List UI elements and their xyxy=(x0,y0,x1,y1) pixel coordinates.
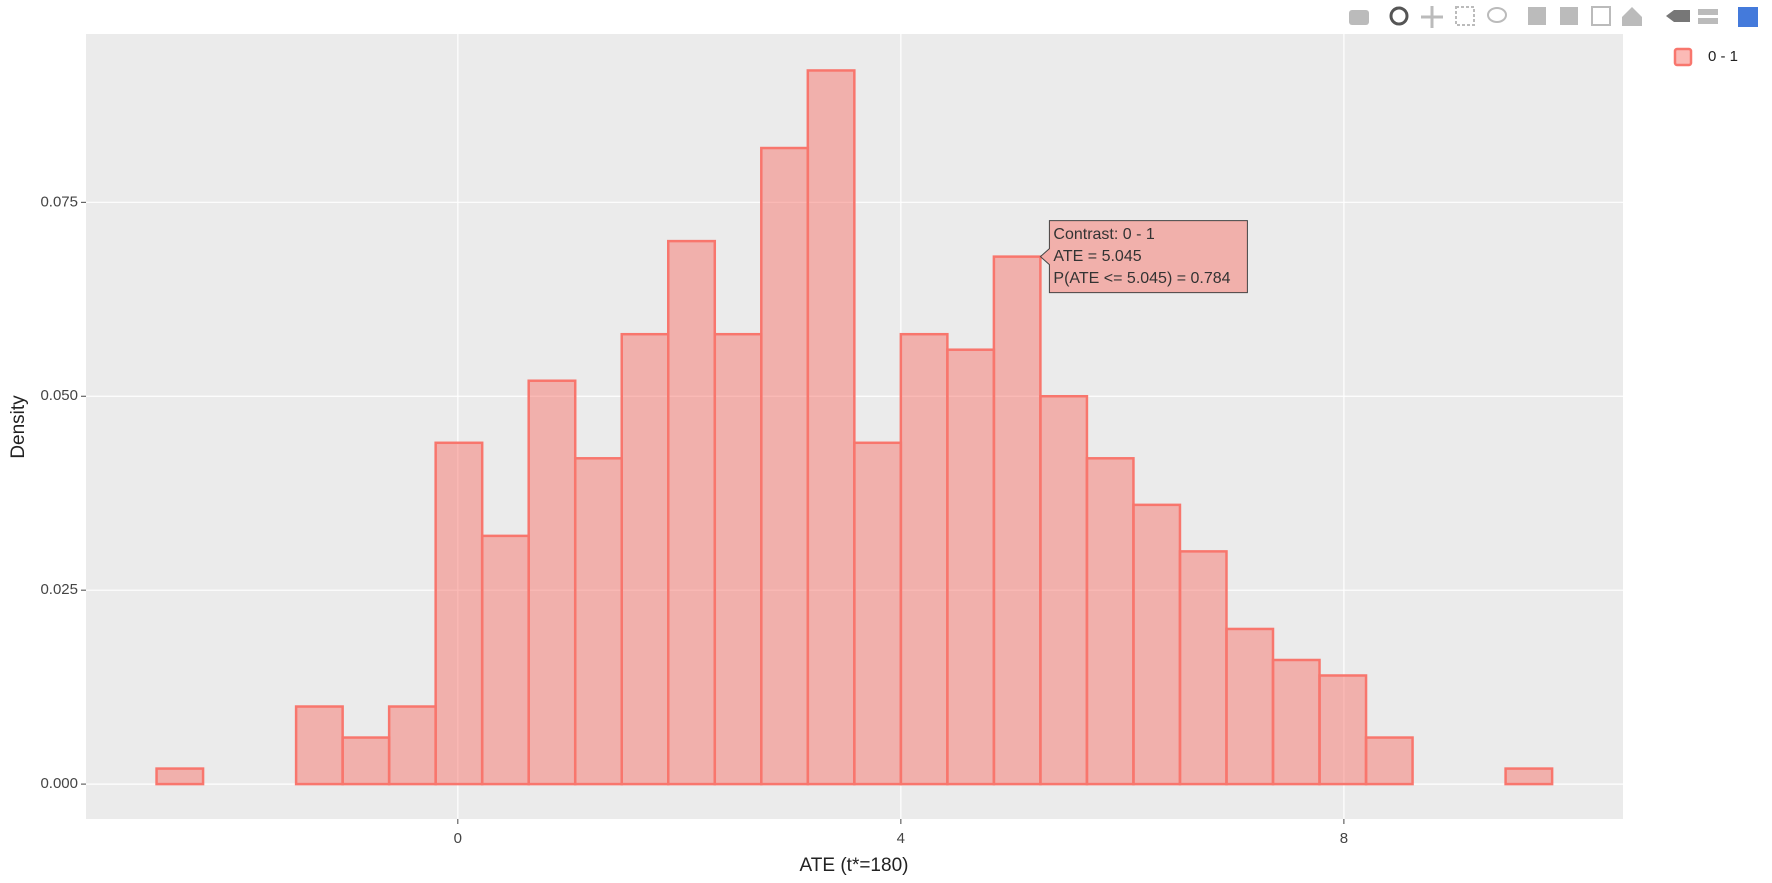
autoscale-button[interactable] xyxy=(1591,6,1611,26)
reset-button[interactable] xyxy=(1622,7,1642,26)
legend-label: 0 - 1 xyxy=(1708,48,1738,65)
x-tick-label: 0 xyxy=(454,830,462,847)
bar xyxy=(713,332,763,786)
x-axis-title: ATE (t*=180) xyxy=(800,855,909,876)
zoom-in-button[interactable] xyxy=(1528,7,1546,25)
camera-button[interactable] xyxy=(1349,10,1369,25)
tooltip-bg xyxy=(1050,221,1247,292)
legend-swatch xyxy=(1673,47,1693,67)
bar xyxy=(573,457,623,786)
hover-compare-button[interactable] xyxy=(1698,9,1718,15)
y-axis-title: Density xyxy=(8,395,29,459)
y-tick-label: 0.075 xyxy=(40,193,78,210)
hover-closest-button[interactable] xyxy=(1666,10,1690,22)
bar xyxy=(806,69,856,786)
bar xyxy=(899,332,949,786)
bar xyxy=(946,348,996,786)
y-tick-label: 0.000 xyxy=(40,775,78,792)
bar xyxy=(1085,457,1135,786)
bar xyxy=(294,705,344,786)
zoom-out-button[interactable] xyxy=(1560,7,1578,25)
x-tick-label: 4 xyxy=(897,830,905,847)
x-tick-label: 8 xyxy=(1340,830,1348,847)
bar xyxy=(480,534,530,786)
bar xyxy=(1504,767,1554,786)
bar xyxy=(853,441,903,786)
tooltip-line: ATE = 5.045 xyxy=(1053,248,1141,265)
bar xyxy=(155,767,205,786)
zoom-button[interactable] xyxy=(1389,6,1409,26)
pan-button[interactable] xyxy=(1421,6,1443,28)
box-select-button[interactable] xyxy=(1455,6,1475,26)
bar xyxy=(341,736,391,786)
tooltip: Contrast: 0 - 1 ATE = 5.045 P(ATE <= 5.045… xyxy=(1039,220,1248,294)
tooltip-line: P(ATE <= 5.045) = 0.784 xyxy=(1053,270,1230,287)
bar xyxy=(992,255,1042,786)
hover-compare-button-2[interactable] xyxy=(1698,18,1718,24)
bar xyxy=(620,332,670,786)
bar xyxy=(667,239,717,786)
bar xyxy=(1039,394,1089,786)
modebar xyxy=(1349,6,1758,28)
bar xyxy=(1364,736,1414,786)
bar xyxy=(1318,674,1368,786)
lasso-button[interactable] xyxy=(1487,7,1507,23)
y-tick-label: 0.025 xyxy=(40,581,78,598)
bar xyxy=(527,379,577,786)
tooltip-line: Contrast: 0 - 1 xyxy=(1053,226,1154,243)
y-tick-label: 0.050 xyxy=(40,387,78,404)
bar xyxy=(1271,658,1321,786)
bar xyxy=(434,441,484,786)
bar xyxy=(1178,550,1228,786)
bar xyxy=(387,705,437,786)
bar xyxy=(1225,627,1275,786)
plotly-logo[interactable] xyxy=(1738,7,1758,27)
bar xyxy=(760,146,810,786)
bar xyxy=(1132,503,1182,786)
